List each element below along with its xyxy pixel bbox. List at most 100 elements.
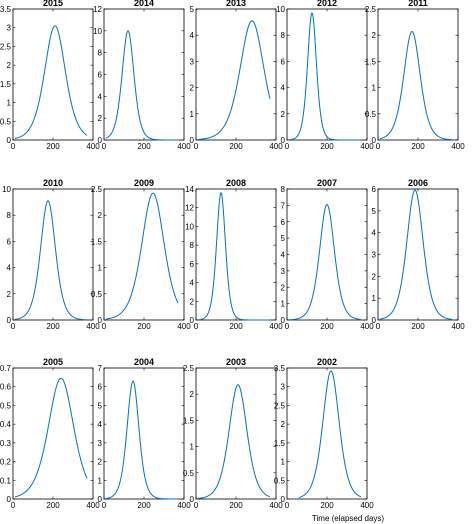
- y-tick-label: 5: [372, 207, 377, 216]
- x-tick-label: 0: [11, 501, 16, 510]
- y-tick-label: 4: [190, 279, 195, 288]
- axes-box: [195, 8, 277, 141]
- subplot-title: 2011: [408, 0, 428, 8]
- subplot-2006: 2006 0 200 400 0 1 2 3 4 5 6: [372, 178, 466, 331]
- x-tick-label: 400: [177, 142, 191, 151]
- subplot-2014: 2014 0 200 400 0 2 4 6 8 10 12: [93, 0, 191, 151]
- y-tick-label: 6: [281, 57, 286, 66]
- y-tick-label: 0: [190, 495, 195, 504]
- x-tick-label: 200: [229, 142, 243, 151]
- x-tick-label: 0: [11, 142, 16, 151]
- y-tick-label: 0.5: [91, 290, 103, 299]
- x-tick-label: 400: [269, 322, 283, 331]
- y-tick-label: 7: [281, 201, 286, 210]
- y-tick-label: 0.5: [183, 469, 195, 478]
- x-axis-label: Time (elapsed days): [312, 514, 385, 523]
- y-tick-label: 14: [185, 185, 194, 194]
- x-tick-label: 0: [102, 142, 107, 151]
- x-tick-label: 400: [269, 501, 283, 510]
- y-tick-label: 1.5: [274, 439, 286, 448]
- y-tick-label: 0.5: [0, 401, 12, 410]
- subplot-title: 2015: [43, 0, 63, 8]
- axes-box: [286, 8, 368, 141]
- y-tick-label: 2.5: [365, 5, 377, 14]
- subplot-title: 2008: [226, 178, 246, 188]
- subplot-title: 2010: [43, 178, 63, 188]
- y-tick-label: 2: [190, 84, 195, 93]
- y-tick-label: 4: [98, 92, 103, 101]
- y-tick-label: 1: [190, 110, 195, 119]
- subplot-title: 2014: [134, 0, 154, 8]
- y-tick-label: 4: [190, 31, 195, 40]
- x-tick-label: 0: [194, 322, 199, 331]
- series-line: [14, 200, 88, 321]
- y-tick-label: 6: [98, 383, 103, 392]
- x-tick-label: 0: [285, 501, 290, 510]
- y-tick-label: 2: [190, 390, 195, 399]
- x-tick-label: 400: [177, 322, 191, 331]
- y-tick-label: 6: [98, 71, 103, 80]
- y-tick-label: 3: [7, 24, 12, 33]
- series-line: [14, 377, 88, 498]
- y-tick-label: 0: [281, 316, 286, 325]
- series-line: [105, 192, 179, 320]
- y-tick-label: 2: [190, 297, 195, 306]
- y-tick-label: 5: [190, 5, 195, 14]
- y-tick-label: 0: [98, 495, 103, 504]
- axes-box: [286, 188, 368, 321]
- y-tick-label: 4: [372, 229, 377, 238]
- x-tick-label: 0: [102, 322, 107, 331]
- x-tick-label: 0: [285, 322, 290, 331]
- x-tick-label: 200: [411, 322, 425, 331]
- y-tick-label: 10: [93, 27, 102, 36]
- subplot-title: 2007: [317, 178, 337, 188]
- subplot-title: 2005: [43, 357, 63, 367]
- y-tick-label: 3: [98, 439, 103, 448]
- y-tick-label: 4: [98, 420, 103, 429]
- y-tick-label: 3: [281, 267, 286, 276]
- subplot-title: 2006: [408, 178, 428, 188]
- axes-box: [103, 367, 185, 500]
- x-tick-label: 0: [194, 142, 199, 151]
- y-tick-label: 0.5: [365, 110, 377, 119]
- y-tick-label: 6: [190, 260, 195, 269]
- series-line: [379, 31, 453, 141]
- y-tick-label: 8: [98, 49, 103, 58]
- axes-box: [103, 188, 185, 321]
- x-tick-label: 400: [360, 142, 374, 151]
- subplot-title: 2009: [134, 178, 154, 188]
- y-tick-label: 2: [281, 283, 286, 292]
- x-tick-label: 200: [320, 501, 334, 510]
- subplot-2002: 2002 0 200 400 0 0.5 1 1.5 2 2.5 3 3.5: [274, 357, 374, 510]
- y-tick-label: 0: [7, 316, 12, 325]
- x-tick-label: 400: [360, 322, 374, 331]
- subplot-title: 2004: [134, 357, 154, 367]
- axes-box: [195, 188, 277, 321]
- subplot-title: 2012: [317, 0, 337, 8]
- x-tick-label: 400: [177, 501, 191, 510]
- y-tick-label: 2: [98, 211, 103, 220]
- series-line: [197, 384, 271, 499]
- y-tick-label: 8: [7, 211, 12, 220]
- y-tick-label: 0.2: [0, 458, 12, 467]
- x-tick-label: 400: [86, 501, 100, 510]
- y-tick-label: 2: [98, 458, 103, 467]
- y-tick-label: 0: [7, 495, 12, 504]
- subplot-title: 2013: [226, 0, 246, 8]
- y-tick-label: 10: [2, 185, 11, 194]
- y-tick-label: 6: [7, 237, 12, 246]
- y-tick-label: 1: [372, 294, 377, 303]
- subplot-title: 2003: [226, 357, 246, 367]
- x-tick-label: 200: [46, 142, 60, 151]
- series-line: [379, 189, 453, 320]
- x-tick-label: 200: [229, 501, 243, 510]
- series-line: [197, 192, 270, 321]
- y-tick-label: 1: [281, 300, 286, 309]
- y-tick-label: 0.6: [0, 383, 12, 392]
- y-tick-label: 0: [281, 495, 286, 504]
- x-tick-label: 200: [137, 322, 151, 331]
